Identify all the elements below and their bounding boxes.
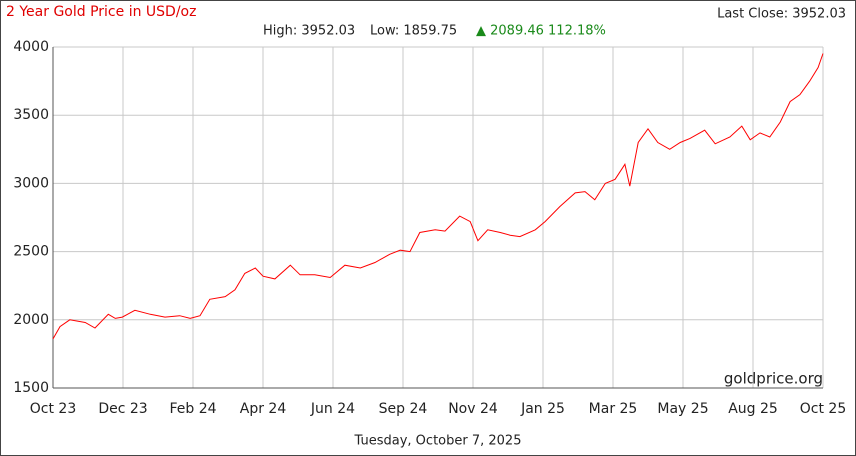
y-tick-label: 2500 bbox=[13, 244, 49, 260]
x-tick-label: May 25 bbox=[657, 401, 708, 417]
chart-title: 2 Year Gold Price in USD/oz bbox=[6, 4, 196, 20]
y-tick-label: 1500 bbox=[13, 380, 49, 396]
y-tick-label: 2000 bbox=[13, 312, 49, 328]
change: ▲ 2089.46 112.18% bbox=[476, 24, 606, 39]
watermark: goldprice.org bbox=[724, 370, 823, 388]
last-close: Last Close: 3952.03 bbox=[717, 7, 846, 22]
date-caption: Tuesday, October 7, 2025 bbox=[354, 434, 522, 449]
x-tick-label: Apr 24 bbox=[240, 401, 287, 417]
x-tick-label: Aug 25 bbox=[728, 401, 778, 417]
x-tick-label: Oct 23 bbox=[30, 401, 76, 417]
y-tick-label: 3000 bbox=[13, 175, 49, 191]
x-tick-label: Mar 25 bbox=[589, 401, 638, 417]
x-tick-label: Jan 25 bbox=[520, 401, 565, 417]
x-tick-label: Dec 23 bbox=[98, 401, 147, 417]
x-tick-label: Sep 24 bbox=[379, 401, 428, 417]
x-tick-label: Jun 24 bbox=[310, 401, 355, 417]
x-tick-label: Nov 24 bbox=[448, 401, 498, 417]
price-line bbox=[52, 53, 824, 340]
y-tick-label: 3500 bbox=[13, 107, 49, 123]
x-tick-label: Feb 24 bbox=[169, 401, 216, 417]
high: High: 3952.03 bbox=[263, 24, 355, 39]
x-tick-label: Oct 25 bbox=[800, 401, 846, 417]
low: Low: 1859.75 bbox=[370, 24, 457, 39]
y-tick-label: 4000 bbox=[13, 39, 49, 55]
